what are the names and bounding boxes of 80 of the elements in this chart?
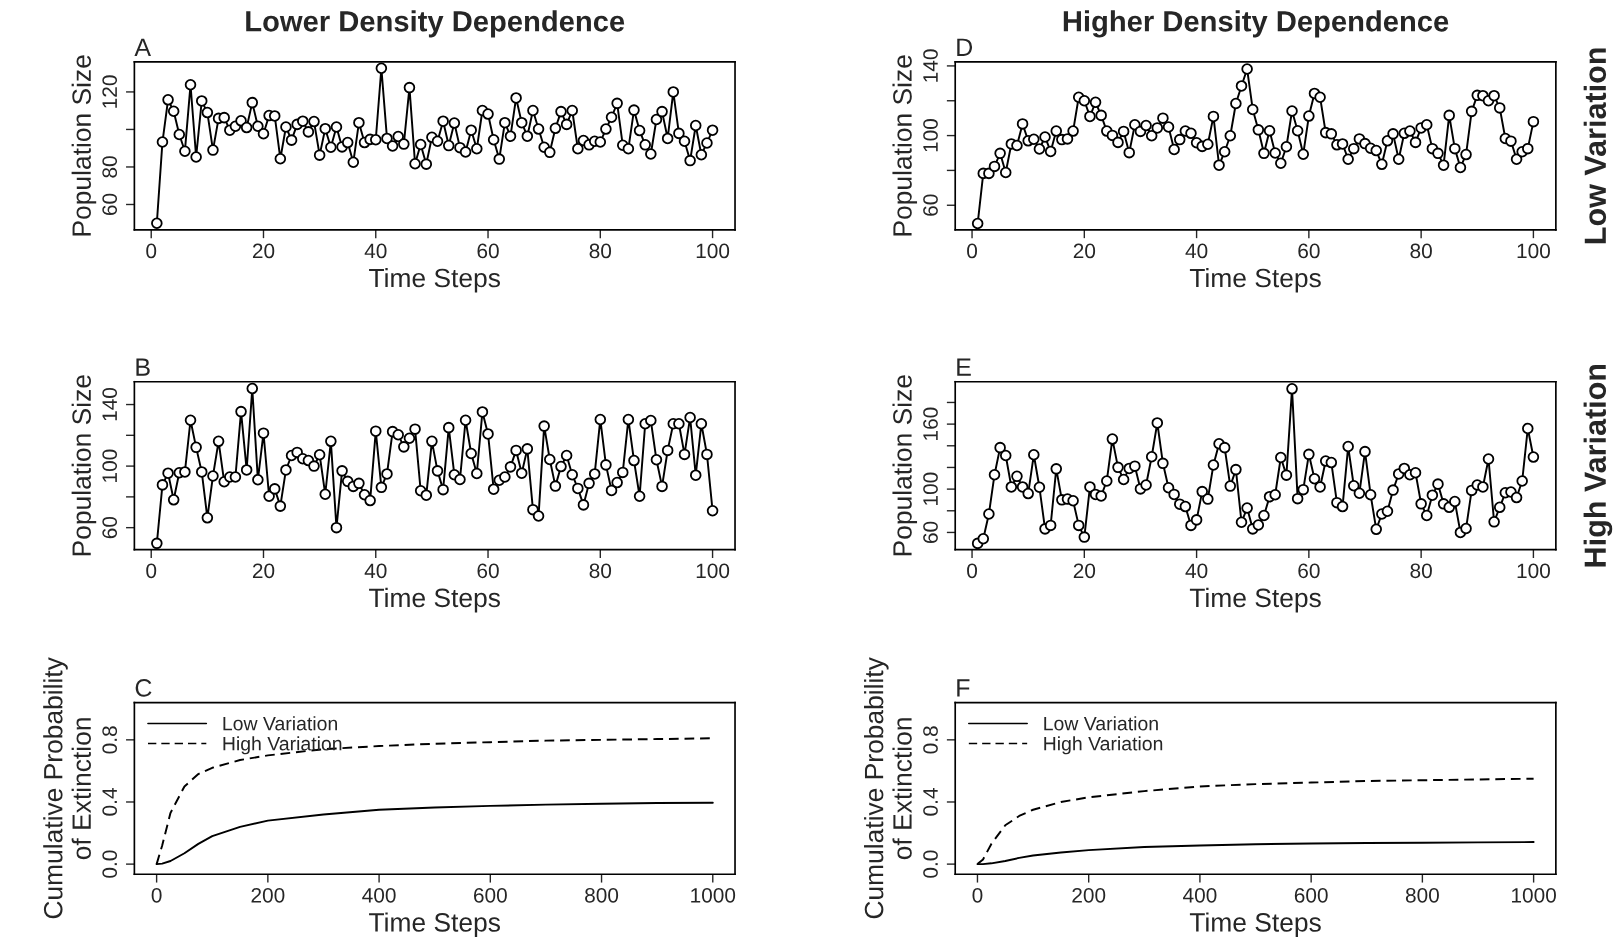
- x-tick-label: 0: [967, 243, 978, 259]
- x-tick-label: 80: [1410, 563, 1432, 579]
- text: E: [957, 358, 971, 376]
- x-tick-label: 40: [364, 243, 387, 259]
- x-tick-label: 60: [1298, 243, 1320, 259]
- x-axis-title: Time Steps: [1189, 587, 1321, 613]
- y-tick-label: 0.4: [923, 788, 938, 816]
- x-tick-label: 400: [1183, 887, 1217, 903]
- y-tick-label: 0.8: [923, 726, 938, 754]
- y-tick-label: 120: [102, 75, 118, 108]
- text: D: [957, 38, 973, 56]
- x-tick-label: 100: [1517, 243, 1550, 259]
- x-tick-label: 200: [251, 887, 285, 903]
- x-axis-title: Time Steps: [1189, 912, 1321, 937]
- y-axis-title: Population Size: [892, 55, 918, 236]
- x-tick-label: 60: [1298, 563, 1320, 579]
- legend-label: Low Variation: [1044, 716, 1158, 731]
- x-tick-label: 0: [967, 563, 978, 579]
- x-tick-label: 80: [1410, 243, 1432, 259]
- y-tick-label: 140: [923, 49, 938, 82]
- y-tick-label: 140: [102, 387, 118, 421]
- x-tick-label: 40: [1185, 563, 1208, 579]
- y-axis-title: Population Size: [71, 55, 97, 236]
- legend-label: Low Variation: [223, 716, 337, 731]
- y-tick-label: 0.0: [102, 850, 118, 878]
- chart-title: Higher Density Dependence: [1063, 10, 1449, 38]
- x-tick-label: 40: [1185, 243, 1208, 259]
- legend-label: High Variation: [223, 736, 342, 755]
- y-tick-label: 80: [102, 156, 118, 178]
- x-tick-label: 600: [1294, 887, 1328, 903]
- x-axis-title: Time Steps: [369, 267, 500, 293]
- y-axis-title: Cumulative Probability of Extinction: [43, 657, 91, 919]
- x-axis-title: Time Steps: [1189, 267, 1321, 293]
- chart-title: Lower Density Dependence: [246, 10, 625, 38]
- x-tick-label: 60: [477, 563, 499, 579]
- x-tick-label: 80: [589, 243, 612, 259]
- x-tick-label: 20: [252, 563, 275, 579]
- text: B: [136, 358, 150, 376]
- x-tick-label: 600: [474, 887, 507, 903]
- y-tick-label: 60: [102, 516, 118, 539]
- y-tick-label: 100: [102, 449, 118, 482]
- text: High Variation: [1583, 364, 1613, 567]
- x-tick-label: 400: [362, 887, 396, 903]
- x-tick-label: 1000: [691, 887, 736, 903]
- y-tick-label: 100: [923, 119, 938, 152]
- y-tick-label: 160: [923, 407, 938, 440]
- x-tick-label: 200: [1072, 887, 1106, 903]
- y-axis-title: Population Size: [892, 375, 918, 556]
- y-tick-label: 60: [923, 521, 938, 543]
- y-axis-title: Cumulative Probability of Extinction: [864, 657, 912, 919]
- text: Low Variation: [1583, 48, 1607, 244]
- text: A: [134, 38, 151, 56]
- x-tick-label: 60: [477, 243, 499, 259]
- y-tick-label: 100: [923, 472, 938, 505]
- x-tick-label: 1000: [1512, 887, 1556, 903]
- y-tick-label: 60: [923, 194, 938, 216]
- x-tick-label: 100: [696, 243, 730, 259]
- y-tick-label: 0.4: [102, 788, 118, 816]
- x-tick-label: 20: [1073, 243, 1096, 259]
- text: F: [957, 679, 970, 697]
- text: C: [135, 679, 152, 697]
- x-tick-label: 20: [252, 243, 275, 259]
- legend-label: High Variation: [1044, 736, 1163, 755]
- x-tick-label: 80: [589, 563, 612, 579]
- x-tick-label: 800: [585, 887, 619, 903]
- y-tick-label: 0.0: [923, 850, 938, 878]
- y-tick-label: 60: [102, 193, 118, 216]
- y-tick-label: 0.8: [102, 726, 118, 754]
- x-tick-label: 40: [364, 563, 387, 579]
- x-tick-label: 0: [972, 887, 983, 903]
- x-tick-label: 20: [1073, 563, 1096, 579]
- x-tick-label: 0: [146, 563, 157, 579]
- x-tick-label: 800: [1405, 887, 1439, 903]
- x-tick-label: 100: [1517, 563, 1550, 579]
- x-tick-label: 0: [146, 243, 157, 259]
- x-tick-label: 0: [151, 887, 162, 903]
- x-axis-title: Time Steps: [369, 912, 500, 937]
- x-axis-title: Time Steps: [369, 587, 500, 613]
- x-tick-label: 100: [696, 563, 730, 579]
- y-axis-title: Population Size: [71, 375, 97, 556]
